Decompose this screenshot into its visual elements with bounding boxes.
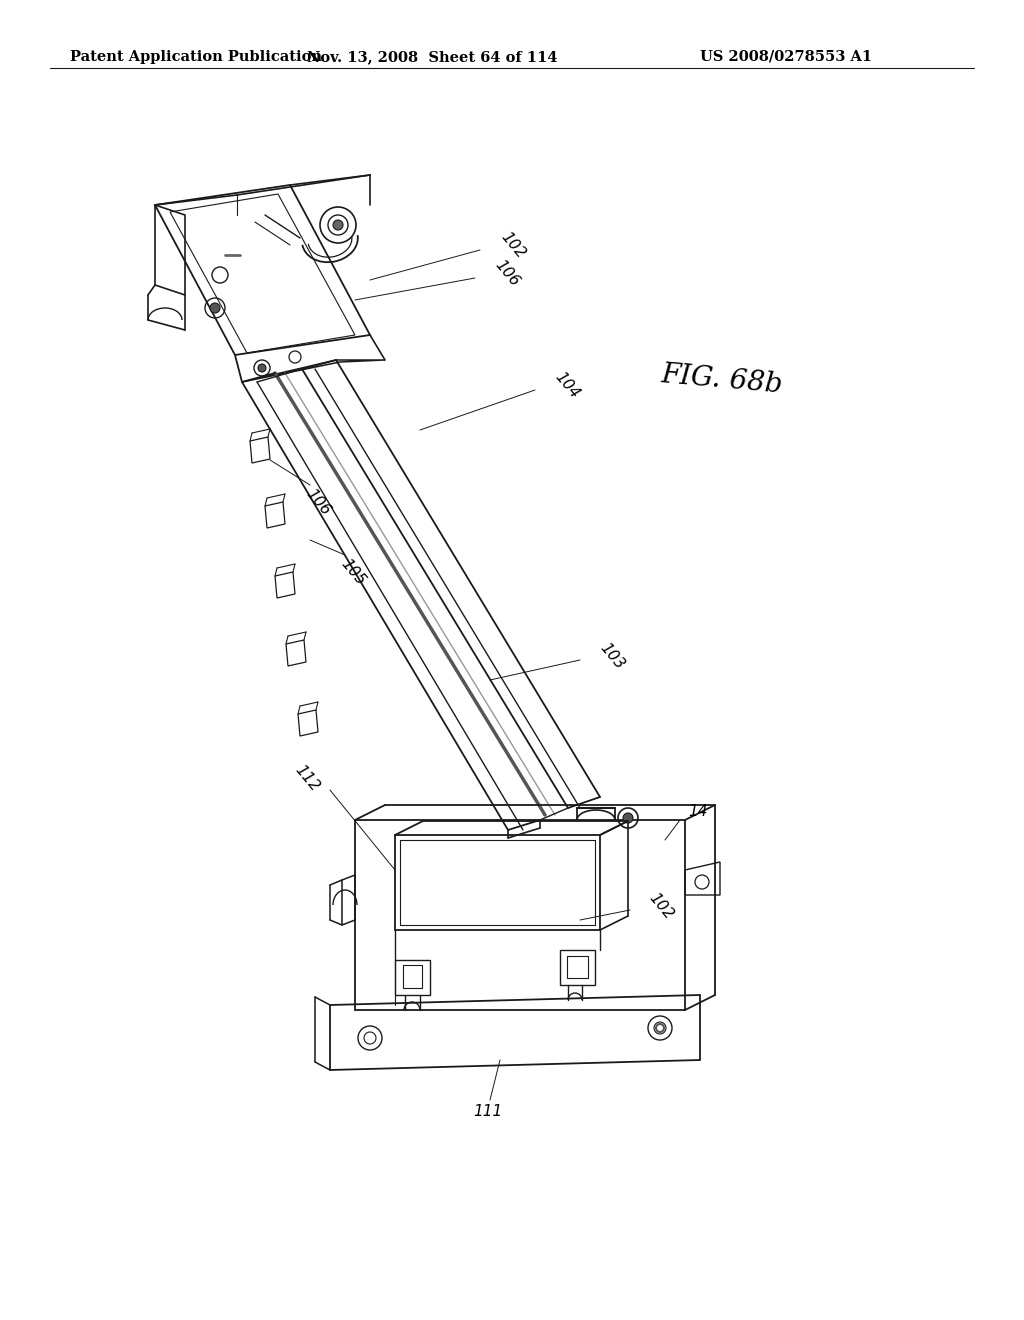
Circle shape [623,813,633,822]
Text: 106: 106 [492,257,522,289]
Text: US 2008/0278553 A1: US 2008/0278553 A1 [700,50,872,63]
Text: 102: 102 [498,228,528,261]
Text: FIG. 68b: FIG. 68b [660,362,784,399]
Text: 111: 111 [473,1105,503,1119]
Circle shape [333,220,343,230]
Text: 14: 14 [688,804,708,820]
Text: 103: 103 [597,640,628,672]
Text: Nov. 13, 2008  Sheet 64 of 114: Nov. 13, 2008 Sheet 64 of 114 [307,50,557,63]
Text: 104: 104 [552,370,583,401]
Text: 106: 106 [303,486,333,517]
Text: Patent Application Publication: Patent Application Publication [70,50,322,63]
Text: 102: 102 [646,890,676,923]
Circle shape [258,364,266,372]
Circle shape [210,304,220,313]
Text: 112: 112 [292,762,322,795]
Text: 105: 105 [338,556,369,587]
